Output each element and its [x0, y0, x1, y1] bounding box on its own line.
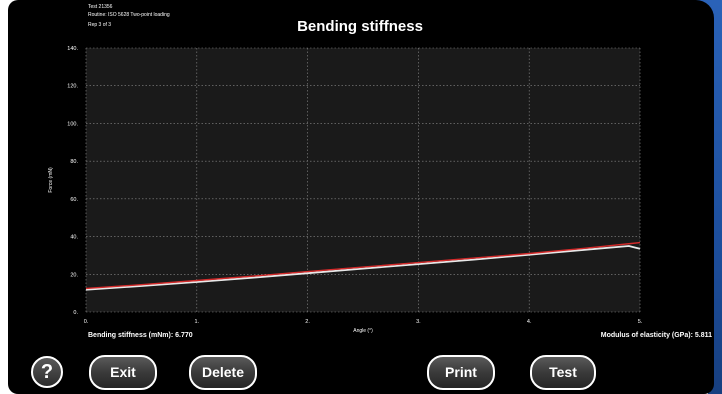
chart-ticks: 0. 1. 2. 3. 4. 5. 0. 20. 40. 60. 80. 100. 120. 140.: [67, 46, 642, 325]
x-tick-label: 2.: [305, 319, 310, 325]
bending-stiffness-result: Bending stiffness (mNm): 6.770: [88, 332, 193, 339]
y-tick-label: 20.: [70, 272, 78, 278]
y-tick-label: 60.: [70, 197, 78, 203]
x-tick-label: 5.: [638, 319, 643, 325]
rep-label: Rep 3 of 3: [88, 22, 112, 28]
print-button[interactable]: Print: [427, 355, 495, 390]
modulus-result: Modulus of elasticity (GPa): 5.811: [600, 332, 712, 339]
x-axis-label: Angle (°): [353, 328, 373, 334]
y-tick-label: 0.: [73, 310, 78, 316]
help-button[interactable]: ?: [31, 356, 63, 388]
y-tick-label: 80.: [70, 159, 78, 165]
y-tick-label: 120.: [67, 84, 78, 90]
test-button[interactable]: Test: [530, 355, 596, 390]
fit-line-series: [85, 241, 641, 290]
x-tick-label: 0.: [84, 319, 89, 325]
chart-series: [85, 241, 641, 291]
measured-line-series: [85, 245, 641, 291]
page-title: Bending stiffness: [297, 18, 423, 35]
y-tick-label: 140.: [67, 46, 78, 52]
delete-button[interactable]: Delete: [189, 355, 257, 390]
y-tick-label: 40.: [70, 235, 78, 241]
x-tick-label: 3.: [416, 319, 421, 325]
y-axis-label: Force (mN): [48, 167, 54, 193]
plot-area: [86, 48, 640, 312]
exit-button[interactable]: Exit: [89, 355, 157, 390]
chart-grid: [85, 47, 641, 313]
test-id-label: Test 21356: [88, 4, 113, 10]
routine-label: Routine: ISO 5628 Two-point loading: [88, 12, 170, 18]
x-tick-label: 1.: [195, 319, 200, 325]
x-tick-label: 4.: [527, 319, 532, 325]
y-tick-label: 100.: [67, 121, 78, 127]
